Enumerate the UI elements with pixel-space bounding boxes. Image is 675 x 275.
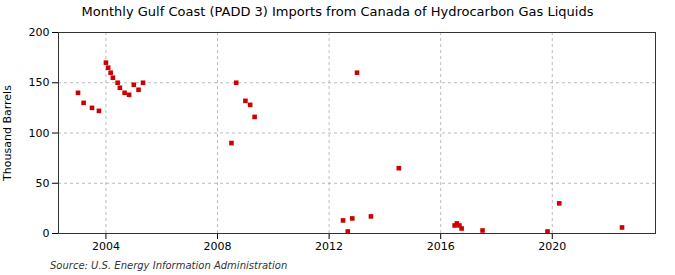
svg-text:2012: 2012	[315, 240, 343, 253]
html-text:Source: U.S. Energy Informatio: Source: U.S. Energy Information Administ…	[50, 260, 288, 271]
svg-text:2016: 2016	[427, 240, 455, 253]
svg-text:100: 100	[29, 127, 50, 140]
svg-text:2008: 2008	[204, 240, 232, 253]
svg-text:150: 150	[29, 76, 50, 89]
svg-text:0: 0	[43, 227, 50, 240]
html-text:Monthly Gulf Coast (PADD 3) Im: Monthly Gulf Coast (PADD 3) Imports from…	[81, 4, 594, 19]
svg-text:Thousand Barrels: Thousand Barrels	[1, 85, 14, 182]
svg-text:50: 50	[36, 177, 50, 190]
svg-text:2020: 2020	[538, 240, 566, 253]
svg-text:2004: 2004	[92, 240, 120, 253]
svg-text:200: 200	[29, 26, 50, 39]
